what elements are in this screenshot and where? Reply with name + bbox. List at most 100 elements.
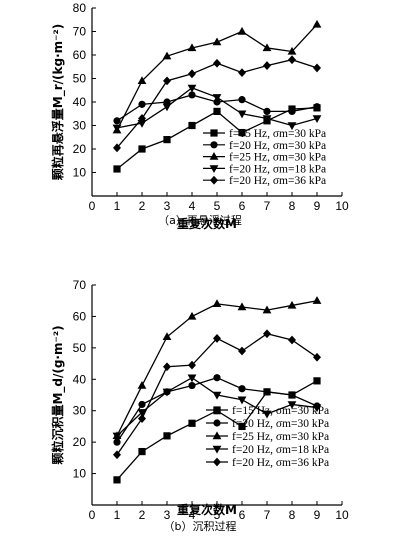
data-point — [113, 165, 121, 173]
legend-marker — [210, 129, 218, 137]
legend-marker — [209, 152, 219, 160]
data-point — [313, 352, 321, 362]
x-tick-label: 1 — [114, 508, 121, 522]
legend-marker — [210, 175, 218, 185]
data-point — [138, 114, 146, 123]
data-point — [187, 374, 197, 383]
x-axis-label: 重复次数M — [177, 216, 237, 231]
y-tick-label: 80 — [73, 1, 87, 15]
y-tick-label: 40 — [73, 372, 87, 386]
legend-label: f=20 Hz, σm=18 kPa — [229, 163, 326, 175]
legend-label: f=20 Hz, σm=18 kPa — [232, 444, 329, 456]
data-point — [163, 362, 171, 372]
data-point — [212, 391, 222, 400]
x-tick-label: 10 — [335, 199, 349, 213]
y-tick-label: 30 — [73, 404, 87, 418]
data-point — [188, 91, 196, 99]
x-tick-label: 8 — [289, 508, 296, 522]
data-point — [162, 332, 172, 341]
x-tick-label: 10 — [335, 508, 349, 522]
legend-label: f=15 Hz, σm=30 kPa — [232, 405, 329, 417]
y-tick-label: 50 — [73, 341, 87, 355]
legend-marker — [210, 141, 218, 149]
chart-deposition: 0 1 2 3 4 5 6 7 8 9 10 10 20 30 40 50 60 70 重复次数M 颗粒沉积量M_d/… — [50, 278, 349, 533]
x-tick-label: 0 — [89, 508, 96, 522]
y-tick-label: 30 — [73, 119, 87, 133]
y-tick-label: 10 — [73, 166, 87, 180]
y-tick-label: 70 — [73, 25, 87, 39]
data-point — [113, 438, 121, 446]
data-point — [238, 128, 246, 137]
data-point — [312, 115, 322, 124]
data-point — [137, 380, 147, 389]
data-point — [188, 69, 196, 79]
data-point — [312, 404, 322, 413]
data-point — [162, 51, 172, 60]
data-point — [313, 63, 321, 73]
data-point — [237, 26, 247, 35]
series-1 — [113, 91, 321, 125]
data-point — [237, 396, 247, 405]
chart-resuspension: 0 1 2 3 4 5 6 7 8 9 10 10 20 30 40 50 60 70 80 重复次数M 颗粒再悬浮量M… — [50, 1, 349, 231]
x-tick-label: 3 — [164, 199, 171, 213]
data-point — [238, 68, 246, 78]
x-tick-label: 7 — [264, 199, 271, 213]
y-tick-label: 60 — [73, 48, 87, 62]
x-tick-label: 0 — [89, 199, 96, 213]
x-tick-label: 2 — [139, 508, 146, 522]
y-tick-label: 20 — [73, 142, 87, 156]
legend-label: f=15 Hz, σm=30 kPa — [229, 128, 326, 140]
legend-label: f=20 Hz, σm=30 kPa — [229, 140, 326, 152]
data-point — [138, 100, 146, 108]
data-point — [238, 96, 246, 104]
legend-label: f=25 Hz, σm=30 kPa — [229, 152, 326, 164]
data-point — [313, 377, 321, 385]
data-point — [162, 388, 172, 397]
data-point — [288, 107, 296, 115]
data-point — [187, 43, 197, 52]
data-point — [263, 388, 271, 396]
panel-caption: （b）沉积过程 — [164, 520, 237, 533]
data-point — [138, 400, 146, 409]
series-3 — [112, 84, 322, 133]
data-point — [113, 476, 121, 484]
x-tick-label: 9 — [314, 199, 321, 213]
legend-marker — [209, 165, 219, 173]
y-tick-label: 40 — [73, 95, 87, 109]
data-point — [212, 94, 222, 102]
data-point — [162, 103, 172, 112]
data-point — [263, 61, 271, 70]
data-point — [312, 19, 322, 28]
data-point — [188, 419, 196, 427]
data-point — [138, 414, 146, 423]
data-point — [212, 37, 222, 46]
legend-marker — [213, 457, 221, 467]
data-point — [137, 76, 147, 85]
y-axis-label: 颗粒再悬浮量M_r/(kg·m⁻²) — [50, 24, 66, 180]
data-point — [237, 110, 247, 119]
data-point — [288, 335, 296, 345]
data-point — [187, 311, 197, 320]
data-point — [112, 124, 122, 133]
x-tick-label: 9 — [314, 508, 321, 522]
y-tick-label: 20 — [73, 435, 87, 449]
data-point — [113, 450, 121, 460]
data-point — [238, 422, 246, 431]
data-point — [312, 296, 322, 304]
x-tick-label: 3 — [164, 508, 171, 522]
data-point — [213, 58, 221, 68]
x-tick-label: 5 — [214, 508, 221, 522]
series-4 — [113, 329, 321, 460]
data-point — [238, 346, 246, 356]
series-4 — [113, 55, 321, 153]
series-2 — [112, 296, 322, 440]
x-tick-label: 6 — [239, 199, 246, 213]
data-point — [138, 145, 146, 153]
data-point — [287, 122, 297, 131]
y-axis-label: 颗粒沉积量M_d/(g·m⁻²) — [50, 325, 66, 464]
data-point — [163, 432, 171, 440]
data-point — [188, 121, 196, 130]
data-point — [237, 302, 247, 311]
